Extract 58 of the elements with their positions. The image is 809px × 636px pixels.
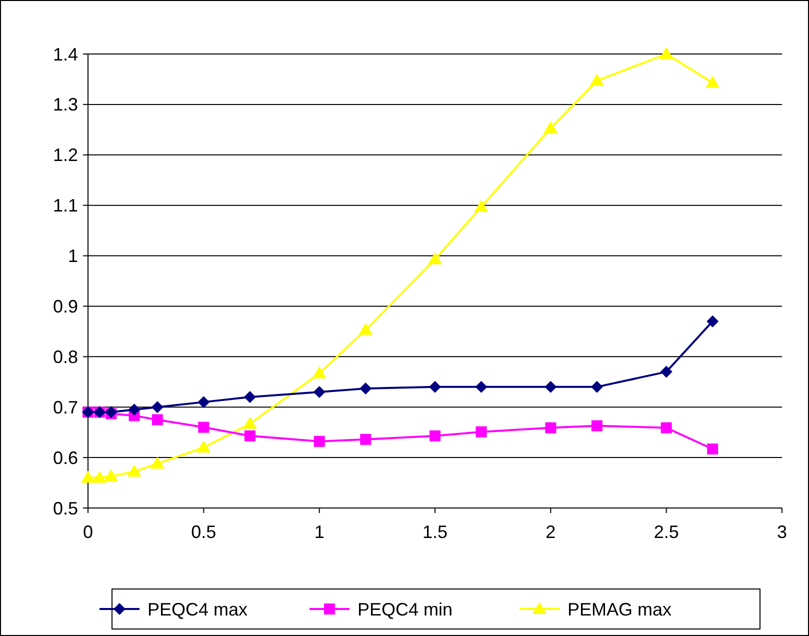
point [198,396,210,408]
point [590,74,604,86]
point [706,76,720,88]
point [544,380,557,393]
point [706,315,719,328]
point [242,416,257,429]
point [429,380,441,393]
point [196,440,211,452]
point [81,470,95,483]
point [313,386,326,398]
legend-label: PEQC4 min [358,599,453,620]
y-tick-label: 1.1 [52,196,78,216]
point [244,391,256,404]
point [707,443,718,454]
x-tick-label: 0.5 [191,522,216,542]
point [244,430,256,442]
y-tick-label: 1.2 [52,145,78,166]
y-tick-label: 1 [68,246,78,266]
point [104,469,118,482]
x-tick-label: 1 [314,522,324,542]
x-tick-label: 2.5 [654,522,679,542]
point [660,366,672,378]
point [314,436,325,447]
point [92,470,107,483]
point [358,322,373,335]
y-tick-label: 0.6 [52,448,78,468]
point [128,404,140,416]
y-tick-label: 0.7 [52,397,78,418]
point [198,422,210,433]
x-tick-label: 3 [776,522,788,542]
point [545,422,556,434]
point [660,422,672,434]
y-tick-label: 1.4 [52,44,78,64]
point [474,200,488,212]
x-tick-label: 1.5 [422,522,448,542]
legend-label: PEQC4 max [148,599,248,620]
point [430,430,440,442]
point [127,464,142,477]
point [476,426,487,438]
point [475,380,488,393]
point [360,434,372,445]
x-tick-label: 0 [82,522,94,542]
point [659,47,674,59]
x-tick-label: 2 [546,522,556,542]
y-tick-label: 1.3 [52,94,78,115]
point [360,382,372,394]
point [312,366,326,378]
y-tick-label: 0.8 [52,346,78,367]
point [428,252,442,264]
point [152,414,163,426]
y-tick-label: 0.9 [52,296,78,317]
y-tick-label: 0.5 [52,498,78,518]
point [150,456,164,469]
point [590,380,603,393]
legend-label: PEMAG max [568,599,672,620]
point [151,401,164,414]
point [544,121,558,134]
point [591,420,602,432]
